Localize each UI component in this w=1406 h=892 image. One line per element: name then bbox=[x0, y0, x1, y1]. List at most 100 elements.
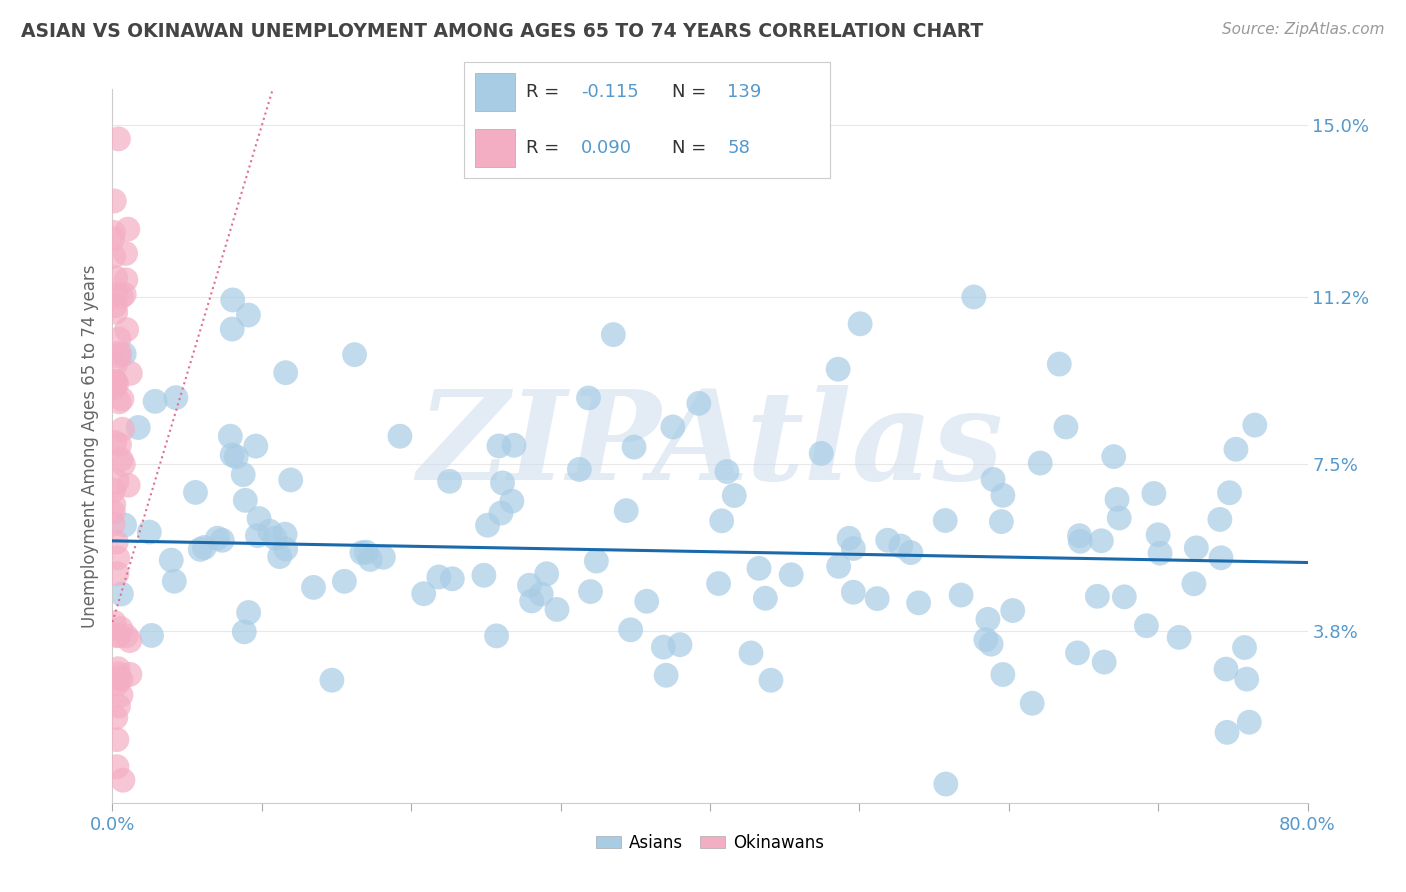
Point bbox=[105, 566, 128, 581]
Point bbox=[118, 667, 141, 681]
Y-axis label: Unemployment Among Ages 65 to 74 years: Unemployment Among Ages 65 to 74 years bbox=[80, 264, 98, 628]
Point bbox=[950, 588, 973, 602]
Point bbox=[105, 759, 128, 773]
Point bbox=[934, 514, 956, 528]
Text: 139: 139 bbox=[727, 83, 762, 101]
Text: ASIAN VS OKINAWAN UNEMPLOYMENT AMONG AGES 65 TO 74 YEARS CORRELATION CHART: ASIAN VS OKINAWAN UNEMPLOYMENT AMONG AGE… bbox=[21, 22, 983, 41]
Point bbox=[103, 483, 125, 498]
Text: ZIPAtlas: ZIPAtlas bbox=[418, 385, 1002, 507]
Point bbox=[1149, 546, 1171, 560]
Point bbox=[707, 576, 730, 591]
Point bbox=[655, 668, 678, 682]
Point bbox=[1236, 672, 1258, 686]
Point bbox=[710, 514, 733, 528]
Point bbox=[662, 420, 685, 434]
Point bbox=[103, 498, 125, 512]
Point bbox=[373, 550, 395, 565]
Point bbox=[1108, 511, 1130, 525]
Point bbox=[716, 465, 738, 479]
Point bbox=[103, 194, 125, 208]
Point bbox=[780, 567, 803, 582]
Point bbox=[108, 346, 131, 360]
Point bbox=[519, 578, 541, 592]
Point bbox=[1168, 631, 1191, 645]
Point bbox=[740, 646, 762, 660]
Point bbox=[259, 524, 281, 539]
Point bbox=[104, 380, 127, 394]
Point bbox=[105, 475, 128, 489]
Point bbox=[536, 566, 558, 581]
Point bbox=[759, 673, 782, 688]
Point bbox=[503, 438, 526, 452]
Point bbox=[1029, 456, 1052, 470]
Point bbox=[245, 439, 267, 453]
Point bbox=[111, 392, 134, 406]
Point bbox=[488, 439, 510, 453]
Point bbox=[579, 584, 602, 599]
Point bbox=[907, 596, 929, 610]
Point bbox=[107, 699, 129, 714]
Point bbox=[107, 132, 129, 146]
Point bbox=[103, 505, 125, 519]
Point bbox=[472, 568, 495, 582]
Point bbox=[211, 533, 233, 548]
Point bbox=[184, 485, 207, 500]
Text: R =: R = bbox=[526, 138, 565, 157]
Point bbox=[104, 357, 127, 371]
Point bbox=[1066, 646, 1088, 660]
Point bbox=[842, 585, 865, 599]
Point bbox=[105, 629, 128, 643]
Point bbox=[981, 472, 1004, 486]
Point bbox=[1185, 541, 1208, 555]
Point bbox=[221, 322, 243, 336]
Point bbox=[636, 594, 658, 608]
Point bbox=[108, 332, 131, 346]
Legend: Asians, Okinawans: Asians, Okinawans bbox=[589, 828, 831, 859]
Point bbox=[1069, 534, 1091, 549]
Point bbox=[546, 602, 568, 616]
Point bbox=[103, 249, 125, 263]
Point bbox=[105, 732, 128, 747]
Point bbox=[112, 347, 135, 361]
Point bbox=[614, 503, 637, 517]
Point bbox=[193, 541, 215, 555]
Point bbox=[114, 518, 136, 533]
Point bbox=[1069, 529, 1091, 543]
Point bbox=[127, 420, 149, 434]
Point bbox=[1143, 486, 1166, 500]
Point bbox=[274, 527, 297, 541]
Point bbox=[876, 533, 898, 548]
Point bbox=[108, 395, 131, 409]
Point bbox=[114, 246, 136, 260]
Point bbox=[1105, 492, 1128, 507]
Point bbox=[1243, 418, 1265, 433]
Point bbox=[1102, 450, 1125, 464]
Point bbox=[138, 524, 160, 539]
Point bbox=[439, 475, 461, 489]
Point bbox=[501, 494, 523, 508]
Point bbox=[343, 348, 366, 362]
Point bbox=[111, 773, 134, 788]
Point bbox=[110, 673, 132, 687]
Point bbox=[652, 640, 675, 655]
Point bbox=[104, 710, 127, 724]
Point bbox=[117, 222, 139, 236]
Bar bbox=[475, 128, 515, 167]
Point bbox=[143, 394, 166, 409]
Point bbox=[900, 545, 922, 559]
Point bbox=[991, 488, 1014, 502]
Point bbox=[842, 541, 865, 556]
Point bbox=[1215, 662, 1237, 676]
Point bbox=[935, 777, 957, 791]
Point bbox=[110, 688, 132, 702]
Point bbox=[233, 493, 256, 508]
Point bbox=[827, 559, 849, 574]
Point bbox=[103, 225, 125, 239]
Point bbox=[141, 628, 163, 642]
Point bbox=[221, 448, 243, 462]
Point bbox=[585, 554, 607, 568]
Point bbox=[754, 591, 776, 606]
Point bbox=[1147, 528, 1170, 542]
Point bbox=[441, 572, 464, 586]
Point bbox=[107, 666, 129, 681]
